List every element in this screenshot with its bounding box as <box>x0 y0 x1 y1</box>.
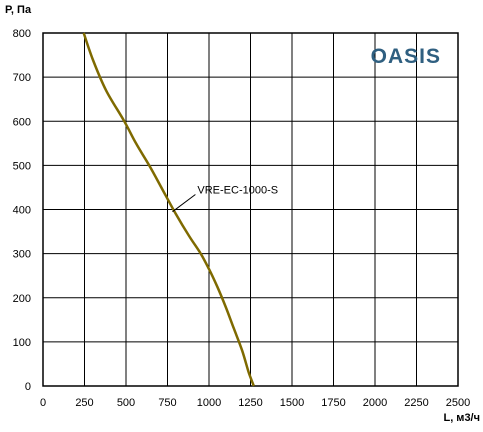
y-tick-label: 800 <box>13 28 31 40</box>
x-tick-label: 1750 <box>321 397 345 409</box>
annotation-leader-line <box>172 194 196 213</box>
series-label: VRE-EC-1000-S <box>197 184 278 196</box>
y-tick-label: 0 <box>25 381 31 393</box>
x-tick-label: 0 <box>40 397 46 409</box>
y-tick-label: 600 <box>13 116 31 128</box>
y-tick-label: 200 <box>13 293 31 305</box>
x-tick-label: 750 <box>158 397 176 409</box>
brand-logo: OASIS <box>371 45 441 68</box>
x-tick-label: 1250 <box>238 397 262 409</box>
y-axis-label: P, Па <box>5 4 32 16</box>
y-tick-label: 300 <box>13 249 31 261</box>
x-tick-label: 2500 <box>446 397 470 409</box>
x-tick-label: 2250 <box>404 397 428 409</box>
y-tick-label: 700 <box>13 72 31 84</box>
y-tick-label: 400 <box>13 205 31 217</box>
x-tick-label: 1000 <box>197 397 221 409</box>
series-line-0 <box>82 32 255 387</box>
grid <box>43 33 458 386</box>
x-tick-label: 1500 <box>280 397 304 409</box>
x-tick-label: 2000 <box>363 397 387 409</box>
series-layer <box>82 32 255 387</box>
y-tick-label: 500 <box>13 160 31 172</box>
x-axis-label: L, м3/ч <box>443 412 480 424</box>
y-tick-label: 100 <box>13 337 31 349</box>
x-tick-label: 250 <box>75 397 93 409</box>
x-axis-ticks: 0 250 500 750 1000 1250 1500 1750 2000 2250 2500 <box>40 397 470 409</box>
x-tick-label: 500 <box>117 397 135 409</box>
y-axis-ticks: 0 100 200 300 400 500 600 700 800 <box>13 28 31 393</box>
